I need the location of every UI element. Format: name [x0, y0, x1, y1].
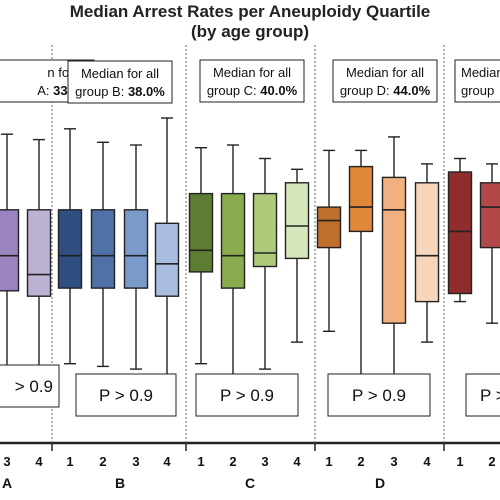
box-d-q1	[316, 206, 342, 249]
quartile-tick-label: 4	[163, 454, 171, 469]
quartile-tick-label: 2	[99, 454, 106, 469]
p-value-box	[195, 373, 299, 417]
median-note-line1: Median for all	[213, 65, 291, 80]
p-value-box	[327, 373, 431, 417]
median-note-value: 44.0%	[393, 83, 430, 98]
box-c-q2	[220, 192, 246, 289]
quartile-tick-label: 3	[261, 454, 268, 469]
quartile-tick-label: 2	[357, 454, 364, 469]
box-a-q3	[0, 209, 20, 292]
median-note-line1: Median	[461, 65, 500, 80]
group-label: C	[245, 475, 255, 491]
quartile-tick-label: 1	[325, 454, 332, 469]
median-note-prefix: group B:	[75, 84, 128, 99]
median-note-box	[332, 59, 438, 103]
quartile-tick-label: 1	[66, 454, 73, 469]
quartile-tick-label: 3	[390, 454, 397, 469]
p-value-text: P > 0.9	[220, 386, 274, 405]
quartile-tick-label: 3	[3, 454, 10, 469]
median-note-prefix: group C:	[207, 83, 260, 98]
median-note-line2: group C: 40.0%	[207, 83, 298, 98]
p-value-text: P > 0.9	[99, 386, 153, 405]
box-b-q3	[123, 209, 149, 289]
box-c-q3	[252, 192, 278, 268]
median-note-line2: group B: 38.0%	[75, 84, 165, 99]
group-label: B	[115, 475, 125, 491]
median-note-value: 40.0%	[260, 83, 297, 98]
quartile-tick-label: 2	[229, 454, 236, 469]
chart-title-line1: Median Arrest Rates per Aneuploidy Quart…	[70, 2, 431, 21]
box-c-q4	[284, 182, 310, 260]
median-note-box	[199, 59, 305, 103]
median-note-box	[454, 59, 500, 103]
p-value-text: P > 0.9	[352, 386, 406, 405]
quartile-tick-label: 3	[132, 454, 139, 469]
quartile-tick-label: 1	[197, 454, 204, 469]
p-value-text: > 0.9	[15, 377, 53, 396]
box-d-q2	[348, 165, 374, 233]
median-note-prefix: group D:	[340, 83, 393, 98]
group-label: A	[2, 475, 12, 491]
box-a-q4	[26, 209, 52, 297]
chart-title-line2: (by age group)	[191, 22, 309, 41]
median-note-value: 38.0%	[128, 84, 165, 99]
median-note-prefix: A:	[37, 83, 53, 98]
group-label: D	[375, 475, 385, 491]
median-note-line1: Median for all	[81, 66, 159, 81]
quartile-tick-label: 4	[293, 454, 301, 469]
p-value-text: P >	[480, 386, 500, 405]
box-e-q2	[479, 182, 500, 249]
quartile-tick-label: 4	[423, 454, 431, 469]
p-value-box	[0, 364, 60, 408]
box-d-q3	[381, 176, 407, 324]
box-d-q4	[414, 182, 440, 303]
p-value-box	[75, 373, 177, 417]
p-value-box	[465, 373, 500, 417]
box-c-q1	[188, 192, 214, 273]
quartile-tick-label: 4	[35, 454, 43, 469]
median-note-line2: group D: 44.0%	[340, 83, 431, 98]
box-b-q4	[154, 222, 180, 297]
box-e-q1	[447, 171, 473, 295]
median-note-box	[67, 60, 173, 104]
quartile-tick-label: 1	[456, 454, 463, 469]
median-note-line1: Median for all	[346, 65, 424, 80]
median-note-line2: group	[461, 83, 494, 98]
box-b-q1	[57, 209, 83, 289]
box-b-q2	[90, 209, 116, 289]
quartile-tick-label: 2	[488, 454, 495, 469]
